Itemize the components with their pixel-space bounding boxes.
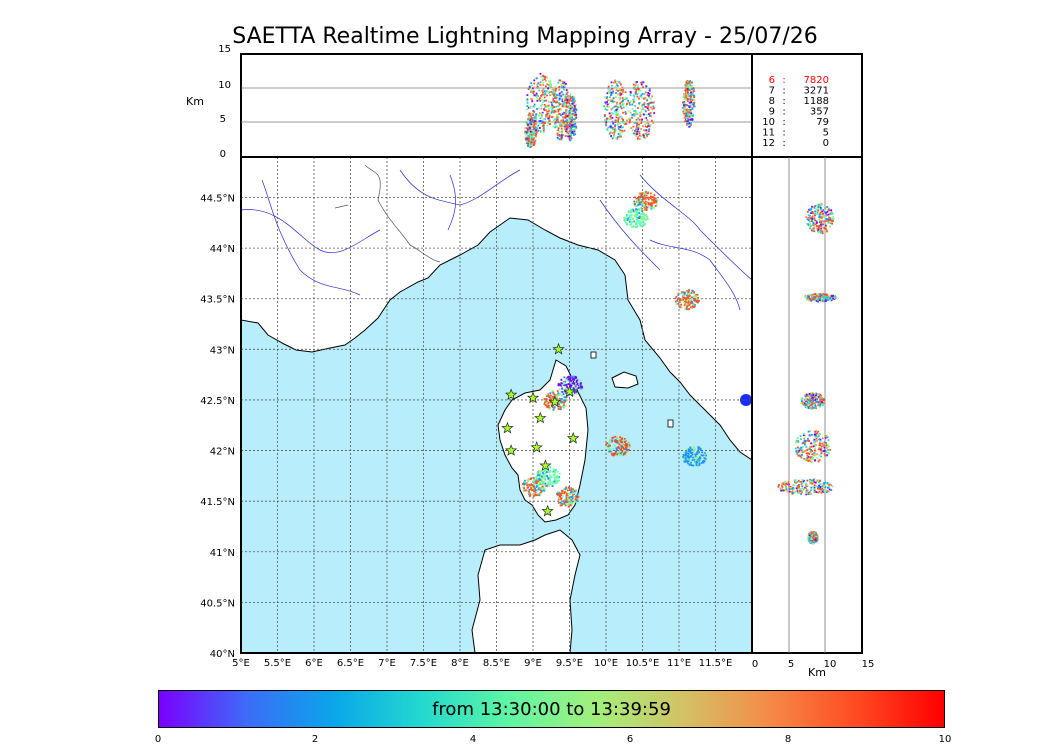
latitude-tick: 40.5°N [200, 598, 235, 609]
count-separator: : [782, 86, 785, 97]
longitude-tick: 8.5°E [483, 658, 510, 669]
longitude-tick: 7°E [378, 658, 396, 669]
latitude-tick: 42.5°N [200, 396, 235, 407]
count-level: 9 [769, 107, 775, 118]
count-value: 5 [823, 128, 829, 139]
station-star [526, 391, 540, 404]
longitude-tick: 9°E [524, 658, 542, 669]
station-star [563, 385, 576, 398]
longitude-tick: 5°E [232, 658, 250, 669]
altitude-tick-5: 5 [220, 114, 226, 125]
altitude-lightning-points [524, 72, 696, 149]
count-value: 3271 [804, 86, 829, 97]
station-star [566, 431, 580, 444]
altitude-tick-10: 10 [218, 80, 231, 91]
count-value: 357 [810, 107, 829, 118]
latitude-altitude-panel: 0 5 10 15 Km [751, 156, 875, 679]
count-value: 1188 [804, 96, 829, 107]
longitude-tick: 5.5°E [264, 658, 291, 669]
station-star [541, 504, 554, 517]
side-tick-15: 15 [862, 659, 875, 670]
time-colorbar: from 13:30:00 to 13:39:59 [158, 690, 945, 728]
map-panel: 5°E 5.5°E 6°E 6.5°E 7°E 7.5°E 8°E 8.5°E 9°E 9.5°E… [200, 156, 753, 669]
side-tick-5: 5 [788, 659, 794, 670]
latitude-tick: 40°N [210, 649, 235, 660]
count-value: 79 [816, 117, 829, 128]
station-star [501, 421, 514, 434]
station-star [539, 459, 552, 472]
side-lightning-points [777, 202, 837, 545]
colorbar-tick-10: 10 [938, 734, 952, 745]
count-separator: : [782, 75, 785, 86]
altitude-panel: 15 10 5 0 Km [186, 44, 753, 160]
longitude-tick: 11.5°E [699, 658, 733, 669]
colorbar-tick-2: 2 [311, 734, 319, 745]
colorbar-time-range: from 13:30:00 to 13:39:59 [432, 699, 671, 720]
count-value: 7820 [804, 75, 829, 86]
longitude-tick: 7.5°E [410, 658, 437, 669]
station-star [504, 444, 518, 456]
latitude-tick: 41.5°N [200, 497, 235, 508]
count-level: 7 [769, 86, 775, 97]
station-star [530, 440, 543, 453]
count-separator: : [782, 128, 785, 139]
sardinia-island [471, 529, 581, 653]
station-star [552, 342, 565, 355]
colorbar-tick-6: 6 [626, 734, 634, 745]
count-separator: : [782, 117, 785, 128]
lma-stations [501, 342, 580, 517]
level-counts-box: 6: 7820 7: 3271 8: 1188 9: 357 10: 79 11: 5 12: 0 [751, 53, 863, 158]
longitude-tick: 11°E [667, 658, 691, 669]
side-tick-0: 0 [752, 659, 758, 670]
latitude-tick: 44°N [210, 244, 235, 255]
station-star [504, 388, 518, 401]
country-borders [334, 164, 441, 263]
colorbar-tick-4: 4 [469, 734, 477, 745]
count-value: 0 [823, 138, 829, 149]
longitude-tick: 8°E [451, 658, 469, 669]
longitude-tick: 9.5°E [556, 658, 583, 669]
side-tick-10: 10 [824, 659, 837, 670]
side-unit-label: Km [808, 666, 826, 679]
altitude-unit-label: Km [186, 95, 204, 108]
sea-area [241, 217, 752, 653]
latitude-tick: 43.5°N [200, 295, 235, 306]
map-gridlines [241, 157, 752, 653]
latitude-tick: 42°N [210, 447, 235, 458]
latitude-tick: 41°N [210, 548, 235, 559]
elba-island [611, 371, 639, 389]
count-separator: : [782, 107, 785, 118]
count-separator: : [782, 96, 785, 107]
longitude-tick: 6°E [305, 658, 323, 669]
station-star [534, 411, 547, 424]
altitude-tick-0: 0 [220, 149, 226, 160]
colorbar-tick-0: 0 [154, 734, 162, 745]
count-level: 8 [769, 96, 775, 107]
count-level: 12 [762, 138, 775, 149]
count-level: 6 [769, 75, 775, 86]
count-separator: : [782, 138, 785, 149]
longitude-tick: 6.5°E [337, 658, 364, 669]
altitude-tick-15: 15 [218, 44, 231, 55]
station-star [548, 395, 562, 408]
latitude-tick: 44.5°N [200, 193, 235, 204]
latitude-tick: 43°N [210, 345, 235, 356]
colorbar-tick-8: 8 [784, 734, 792, 745]
count-level: 10 [762, 117, 775, 128]
longitude-tick: 10°E [594, 658, 618, 669]
page-title: SAETTA Realtime Lightning Mapping Array … [232, 24, 818, 49]
count-level: 11 [762, 128, 775, 139]
longitude-tick: 10.5°E [626, 658, 660, 669]
longitude-tick-labels: 5°E 5.5°E 6°E 6.5°E 7°E 7.5°E 8°E 8.5°E 9°E 9.5°E… [232, 658, 732, 669]
latitude-tick-labels: 40°N 40.5°N 41°N 41.5°N 42°N 42.5°N 43°N 43.5°N… [200, 193, 235, 660]
